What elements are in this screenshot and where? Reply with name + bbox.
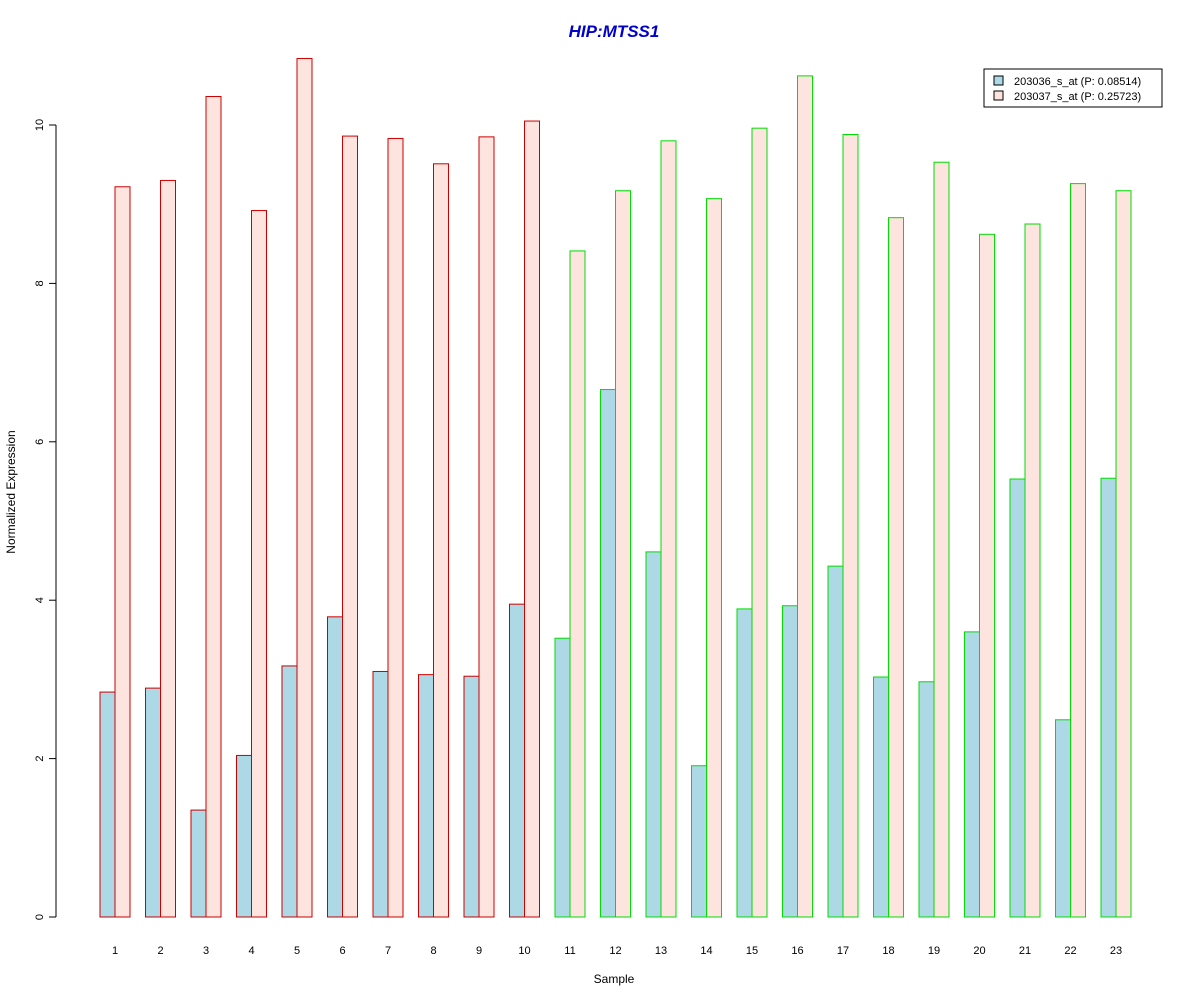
y-tick-label: 10 xyxy=(34,119,46,131)
bar-sample-15-series-2 xyxy=(751,127,768,918)
x-tick-label: 2 xyxy=(157,945,163,957)
bar-sample-9-series-2 xyxy=(478,136,495,918)
bar-sample-12-series-1 xyxy=(600,389,616,918)
bar-sample-17-series-2 xyxy=(842,134,859,918)
bar-sample-3-series-2 xyxy=(205,95,222,918)
y-tick-label: 8 xyxy=(34,280,46,286)
legend-swatch-203036 xyxy=(993,75,1004,86)
bar-sample-13-series-2 xyxy=(660,140,677,918)
bar-sample-21-series-2 xyxy=(1024,223,1041,918)
bar-sample-10-series-2 xyxy=(524,120,540,918)
bar-sample-18-series-2 xyxy=(888,217,904,918)
bar-sample-23-series-1 xyxy=(1100,477,1117,918)
bar-sample-8-series-1 xyxy=(418,674,434,918)
x-tick-label: 23 xyxy=(1110,945,1122,957)
bar-sample-14-series-2 xyxy=(706,198,722,918)
chart-title: HIP:MTSS1 xyxy=(569,22,660,41)
x-tick-label: 16 xyxy=(791,945,803,957)
legend-box xyxy=(983,68,1163,108)
x-axis-title: Sample xyxy=(594,972,635,986)
bar-sample-7-series-1 xyxy=(372,670,389,918)
x-tick-label: 4 xyxy=(248,945,254,957)
x-tick-label: 21 xyxy=(1019,945,1031,957)
bar-sample-5-series-2 xyxy=(296,57,313,918)
bar-sample-13-series-1 xyxy=(645,551,662,918)
x-tick-label: 19 xyxy=(928,945,940,957)
legend-label-203037: 203037_s_at (P: 0.25723) xyxy=(1014,91,1141,103)
bar-sample-20-series-2 xyxy=(979,233,995,918)
bar-sample-21-series-1 xyxy=(1009,478,1026,918)
x-tick-label: 13 xyxy=(655,945,667,957)
x-tick-label: 18 xyxy=(882,945,894,957)
y-tick-label: 0 xyxy=(34,914,46,920)
bar-sample-11-series-2 xyxy=(569,250,586,918)
x-tick-label: 22 xyxy=(1064,945,1076,957)
bar-sample-4-series-2 xyxy=(251,210,267,918)
x-tick-label: 7 xyxy=(385,945,391,957)
bar-sample-6-series-1 xyxy=(327,616,343,918)
bar-sample-3-series-1 xyxy=(190,809,207,918)
bar-sample-18-series-1 xyxy=(873,676,889,918)
bar-sample-2-series-2 xyxy=(160,179,176,918)
bar-sample-2-series-1 xyxy=(145,687,161,918)
x-tick-label: 9 xyxy=(476,945,482,957)
bar-sample-22-series-2 xyxy=(1070,183,1086,918)
y-tick-label: 4 xyxy=(34,597,46,603)
legend-swatch-203037 xyxy=(993,90,1004,101)
legend: 203036_s_at (P: 0.08514) 203037_s_at (P:… xyxy=(983,68,1163,108)
bars-group xyxy=(99,57,1132,918)
bar-sample-12-series-2 xyxy=(615,190,631,918)
x-tick-label: 3 xyxy=(203,945,209,957)
x-tick-label: 17 xyxy=(837,945,849,957)
bar-sample-19-series-1 xyxy=(918,681,935,918)
bar-sample-14-series-1 xyxy=(691,765,707,918)
bar-sample-11-series-1 xyxy=(554,637,571,918)
bar-sample-15-series-1 xyxy=(736,608,753,918)
x-tick-label: 14 xyxy=(700,945,712,957)
bar-sample-10-series-1 xyxy=(509,603,525,918)
x-tick-label: 20 xyxy=(973,945,985,957)
x-tick-label: 6 xyxy=(339,945,345,957)
x-tick-label: 8 xyxy=(430,945,436,957)
legend-label-203036: 203036_s_at (P: 0.08514) xyxy=(1014,76,1141,88)
bar-sample-22-series-1 xyxy=(1055,719,1071,918)
bar-sample-16-series-2 xyxy=(797,75,813,918)
bar-sample-4-series-1 xyxy=(236,754,252,918)
x-tick-label: 12 xyxy=(609,945,621,957)
x-tick-label: 11 xyxy=(564,945,575,957)
x-tick-label: 1 xyxy=(112,945,118,957)
x-tick-label: 15 xyxy=(746,945,758,957)
bar-sample-9-series-1 xyxy=(463,675,480,918)
bar-sample-8-series-2 xyxy=(433,163,449,918)
x-tick-labels: 1 2 3 4 5 6 7 8 9 10 11 12 13 14 15 16 17 18 19 20 21 22 23 xyxy=(112,945,1122,957)
bar-sample-7-series-2 xyxy=(387,137,404,918)
bar-sample-5-series-1 xyxy=(281,665,298,918)
y-axis-title: Normalized Expression xyxy=(4,430,18,553)
bar-sample-20-series-1 xyxy=(964,631,980,918)
bar-sample-1-series-2 xyxy=(114,186,131,918)
x-tick-label: 5 xyxy=(294,945,300,957)
y-tick-label: 2 xyxy=(34,756,46,762)
y-tick-label: 6 xyxy=(34,439,46,445)
bar-sample-23-series-2 xyxy=(1115,190,1132,918)
x-tick-label: 10 xyxy=(518,945,530,957)
y-axis: 0 2 4 6 8 10 xyxy=(34,119,57,920)
bar-sample-19-series-2 xyxy=(933,161,950,918)
bar-sample-17-series-1 xyxy=(827,565,844,918)
bar-sample-6-series-2 xyxy=(342,135,358,918)
bar-sample-16-series-1 xyxy=(782,605,798,918)
bar-sample-1-series-1 xyxy=(99,691,116,918)
